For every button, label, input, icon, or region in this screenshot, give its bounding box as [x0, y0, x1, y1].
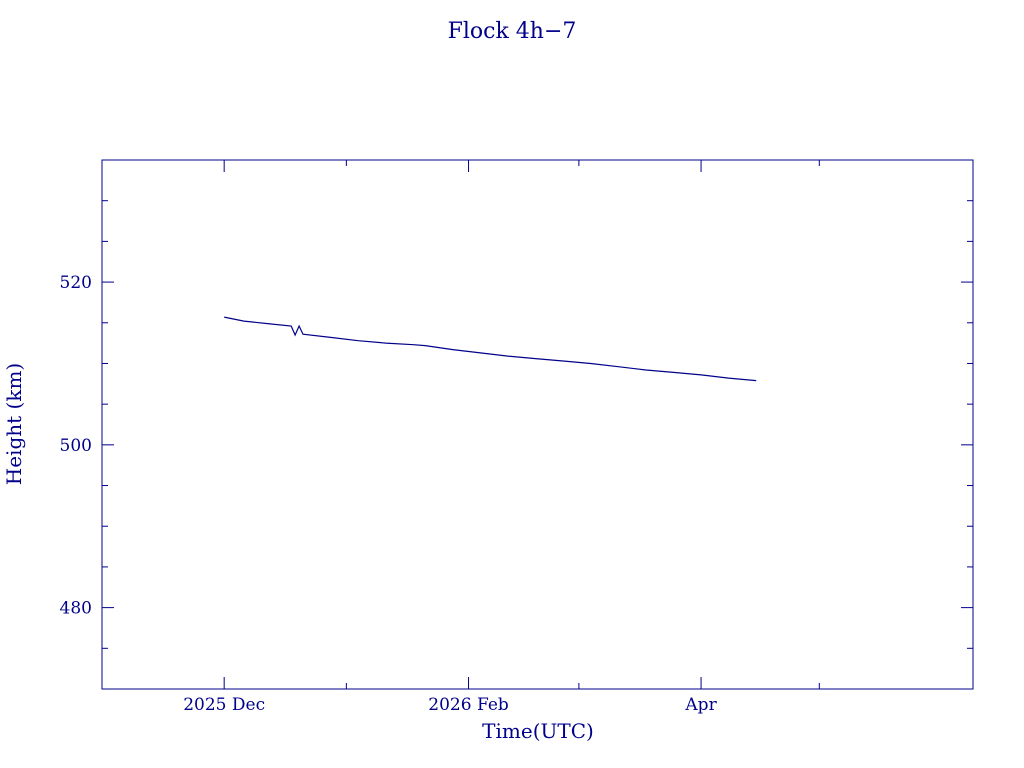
x-tick-label: Apr: [684, 695, 717, 715]
y-tick-label: 500: [60, 436, 92, 456]
y-axis-label: Height (km): [2, 363, 26, 485]
chart-title: Flock 4h−7: [448, 19, 577, 44]
y-tick-label: 480: [60, 599, 92, 619]
x-tick-label: 2025 Dec: [183, 695, 265, 715]
plot-frame: [101, 159, 974, 690]
y-tick-label: 520: [60, 273, 92, 293]
x-axis-label: Time(UTC): [482, 719, 594, 743]
x-tick-label: 2026 Feb: [428, 695, 509, 715]
series-line: [224, 316, 757, 382]
y-axis: 480 500 520: [60, 159, 973, 690]
x-axis: 2025 Dec 2026 Feb Apr: [183, 160, 820, 715]
